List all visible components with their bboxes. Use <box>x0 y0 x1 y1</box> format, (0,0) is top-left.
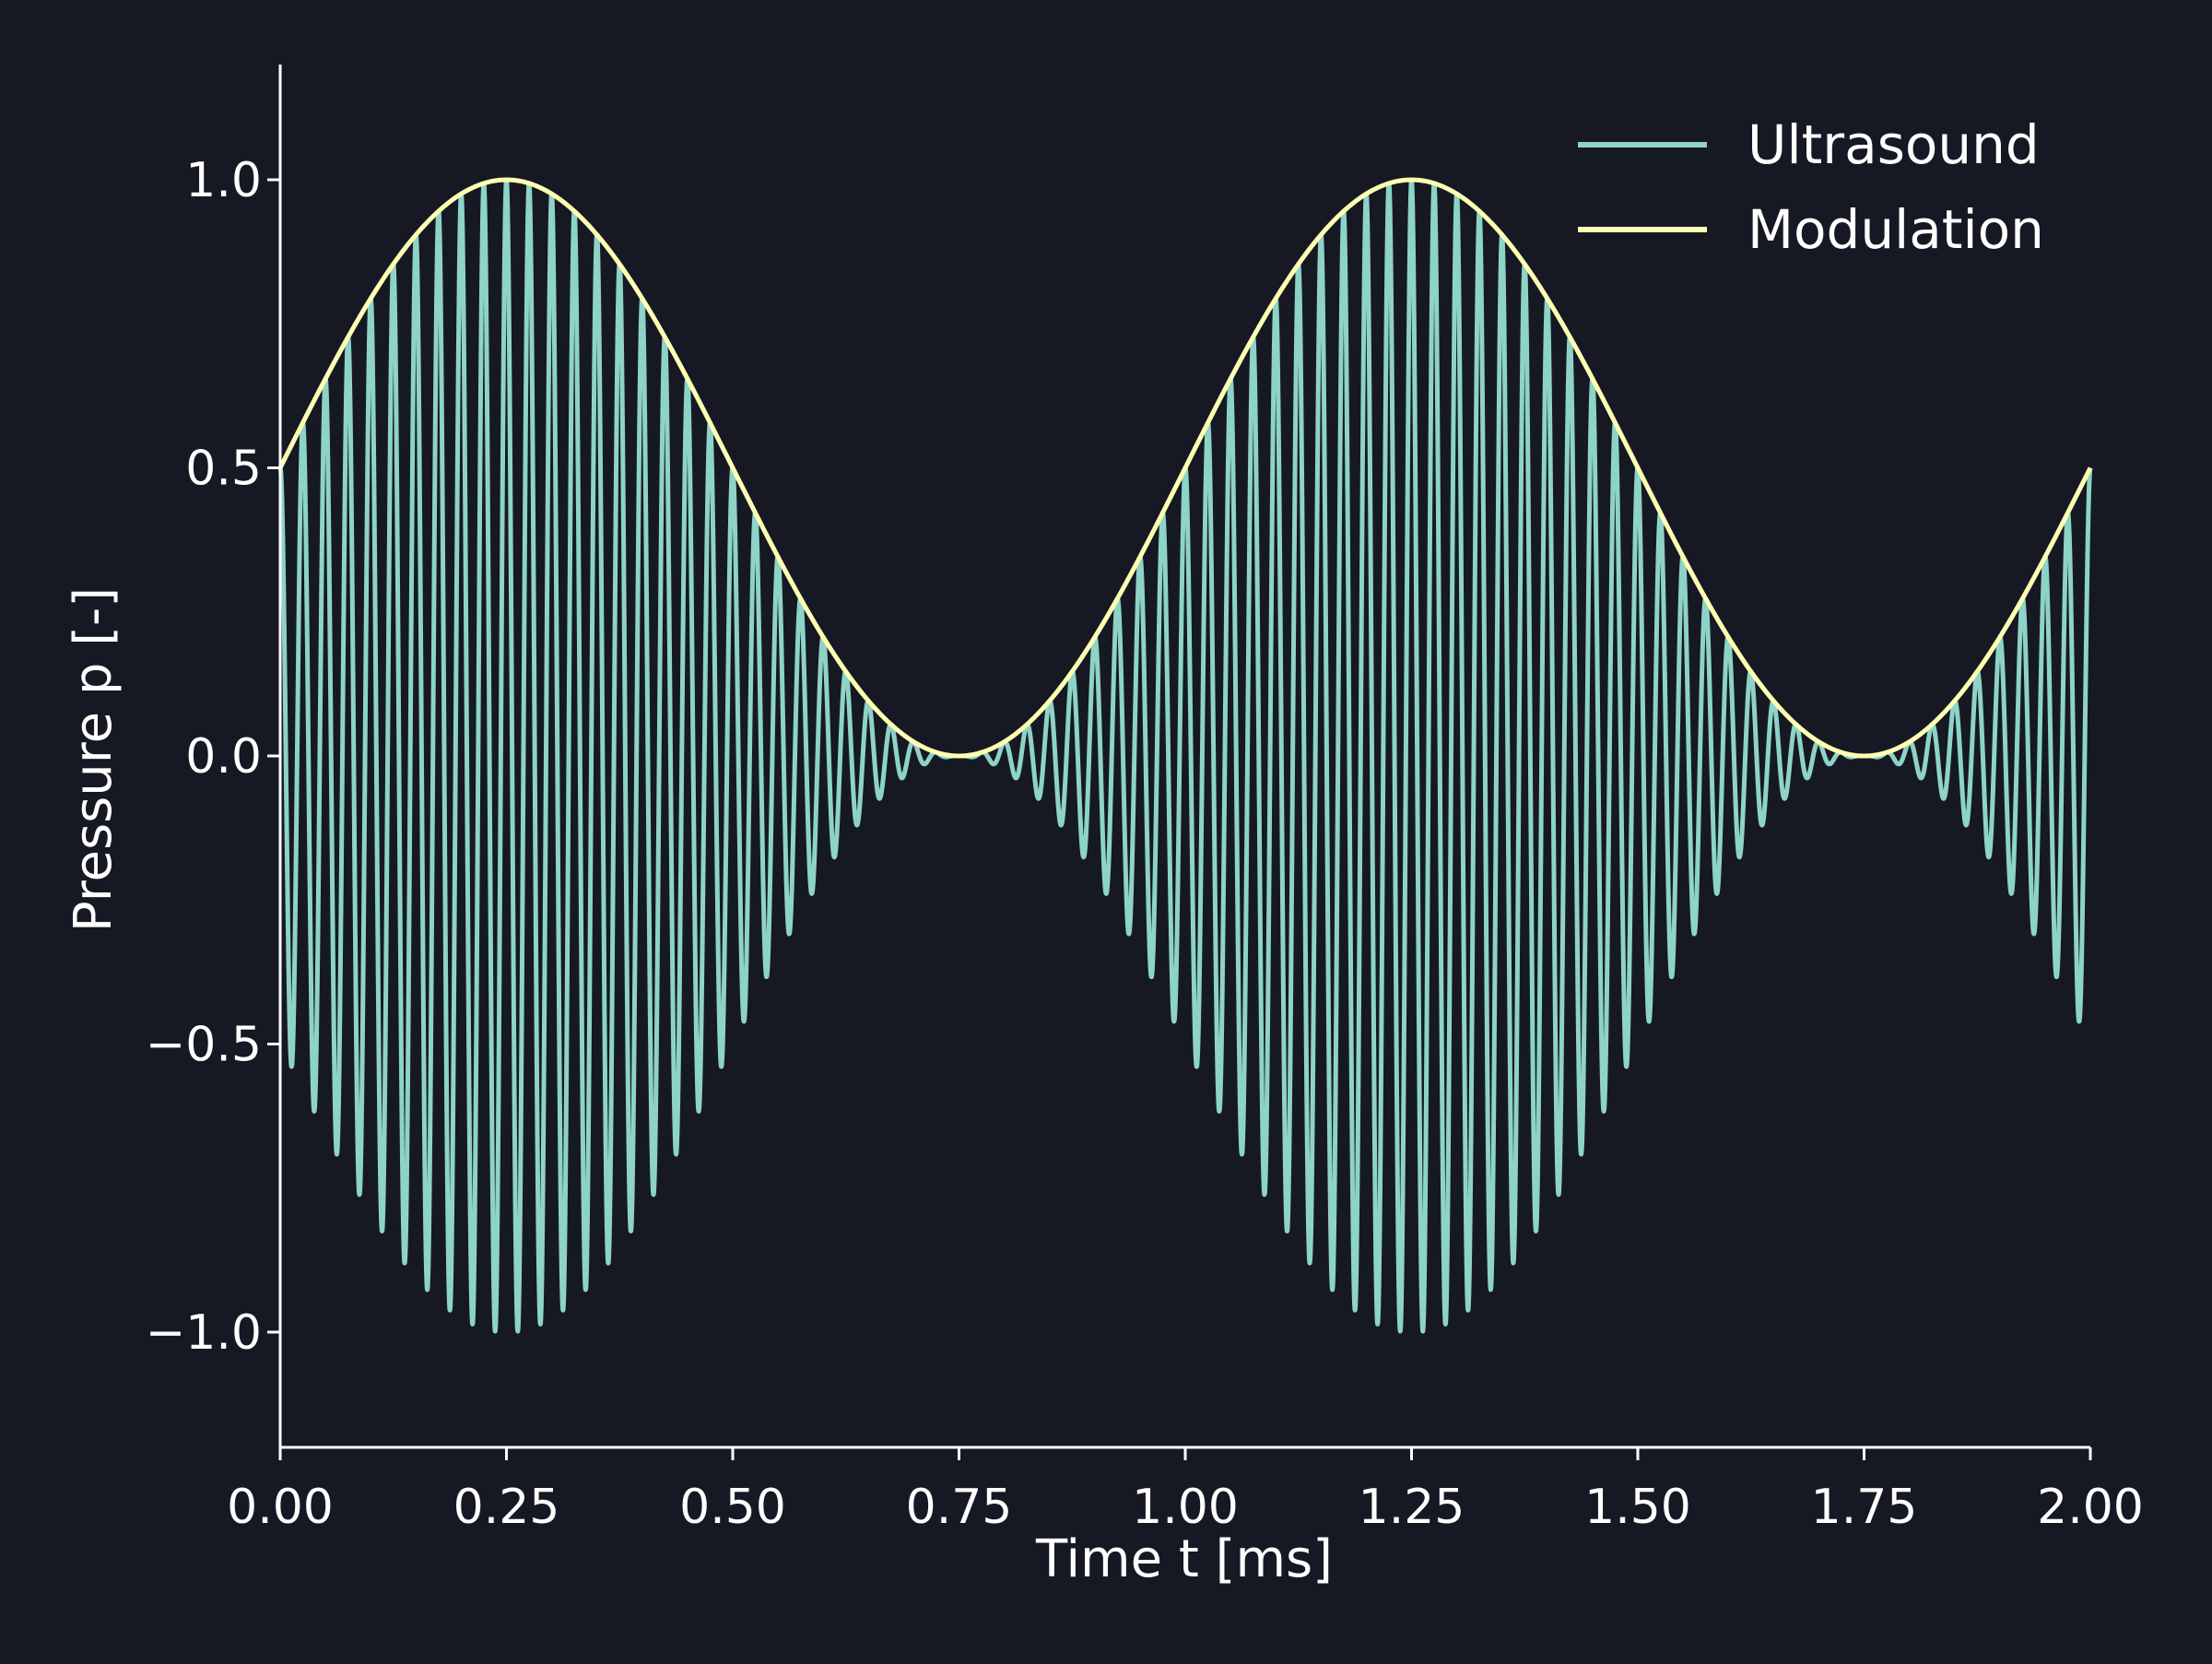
series-layer <box>277 177 2093 1334</box>
series-line-modulation <box>277 177 2093 759</box>
y-tick-label: −1.0 <box>146 1305 262 1361</box>
y-tick-label: 0.0 <box>185 729 262 785</box>
legend-label-modulation: Modulation <box>1747 198 2044 261</box>
y-tick-label: 1.0 <box>185 153 262 208</box>
x-axis-label: Time t [ms] <box>1035 1529 1333 1589</box>
x-tick-label: 0.25 <box>453 1480 560 1535</box>
x-tick-label: 1.00 <box>1132 1480 1239 1535</box>
x-tick-label: 0.50 <box>679 1480 786 1535</box>
y-tick-label: 0.5 <box>185 442 262 497</box>
x-tick-label: 1.50 <box>1584 1480 1691 1535</box>
legend-label-ultrasound: Ultrasound <box>1747 113 2040 176</box>
ticks-layer: 0.00 0.25 0.50 0.75 1.00 1.25 1.50 1.75 2.00 −1.0… <box>146 153 2144 1535</box>
x-tick-label: 0.00 <box>227 1480 334 1535</box>
x-tick-label: 1.25 <box>1359 1480 1465 1535</box>
x-tick-label: 2.00 <box>2037 1480 2144 1535</box>
x-tick-label: 1.75 <box>1811 1480 1918 1535</box>
y-tick-label: −0.5 <box>146 1018 262 1073</box>
y-axis-label: Pressure p [-] <box>64 587 124 932</box>
legend: Ultrasound Modulation <box>1578 113 2044 261</box>
x-tick-label: 0.75 <box>906 1480 1013 1535</box>
